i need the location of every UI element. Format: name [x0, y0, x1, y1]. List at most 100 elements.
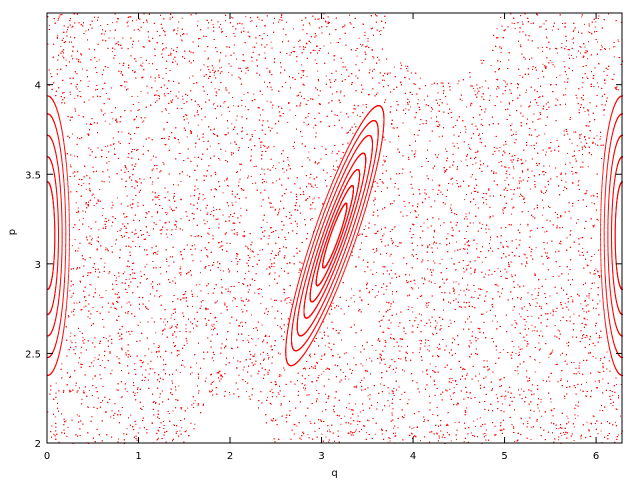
scatter-point — [100, 109, 102, 111]
scatter-point — [72, 227, 74, 228]
scatter-point — [135, 71, 136, 73]
scatter-point — [430, 322, 432, 324]
scatter-point — [243, 27, 245, 29]
scatter-point — [179, 371, 181, 373]
scatter-point — [231, 16, 233, 18]
scatter-point — [109, 123, 111, 125]
scatter-point — [550, 312, 552, 314]
scatter-point — [163, 421, 164, 423]
scatter-point — [614, 46, 616, 48]
scatter-point — [213, 381, 215, 383]
scatter-point — [93, 365, 94, 367]
scatter-point — [143, 145, 144, 147]
scatter-point — [53, 433, 55, 435]
scatter-point — [481, 86, 483, 88]
scatter-point — [264, 52, 266, 54]
scatter-point — [353, 357, 355, 359]
scatter-point — [520, 297, 522, 299]
scatter-point — [218, 223, 220, 225]
scatter-point — [485, 273, 487, 275]
scatter-point — [139, 427, 141, 429]
scatter-point — [455, 281, 457, 283]
scatter-point — [205, 377, 207, 379]
scatter-point — [207, 212, 209, 214]
scatter-point — [175, 60, 177, 62]
scatter-point — [181, 407, 183, 408]
scatter-point — [571, 142, 573, 144]
scatter-point — [299, 105, 301, 107]
scatter-point — [540, 305, 542, 307]
scatter-point — [388, 328, 390, 330]
scatter-point — [389, 440, 391, 442]
scatter-point — [270, 403, 272, 405]
scatter-point — [357, 424, 359, 426]
scatter-point — [116, 197, 118, 199]
scatter-point — [105, 290, 107, 292]
scatter-point — [524, 324, 526, 326]
scatter-point — [247, 246, 249, 248]
scatter-point — [228, 71, 230, 73]
scatter-point — [137, 95, 139, 97]
scatter-point — [101, 215, 103, 217]
scatter-point — [499, 295, 501, 297]
scatter-point — [323, 45, 325, 47]
scatter-point — [428, 345, 430, 347]
scatter-point — [599, 300, 601, 302]
scatter-point — [588, 41, 589, 43]
scatter-point — [619, 415, 621, 417]
scatter-point — [128, 278, 130, 280]
scatter-point — [503, 349, 505, 351]
scatter-point — [254, 353, 256, 355]
scatter-point — [580, 303, 582, 305]
scatter-point — [547, 252, 549, 254]
scatter-point — [197, 124, 199, 126]
scatter-point — [180, 266, 182, 268]
scatter-point — [514, 441, 516, 443]
scatter-point — [530, 23, 532, 24]
scatter-point — [225, 20, 226, 22]
scatter-point — [165, 72, 167, 74]
scatter-point — [404, 370, 405, 372]
scatter-point — [452, 380, 454, 382]
scatter-point — [219, 67, 221, 69]
scatter-point — [344, 353, 345, 355]
scatter-point — [219, 61, 221, 63]
scatter-point — [47, 43, 49, 45]
scatter-point — [418, 352, 420, 354]
scatter-point — [580, 52, 581, 54]
scatter-point — [196, 362, 197, 364]
scatter-point — [567, 273, 569, 275]
scatter-point — [576, 145, 578, 147]
scatter-point — [505, 390, 507, 392]
scatter-point — [454, 292, 456, 294]
scatter-point — [475, 204, 477, 206]
scatter-point — [393, 345, 395, 347]
scatter-point — [69, 290, 71, 292]
scatter-point — [527, 225, 529, 227]
scatter-point — [496, 321, 498, 323]
scatter-point — [401, 172, 403, 174]
scatter-point — [182, 34, 183, 36]
scatter-point — [118, 292, 119, 294]
scatter-point — [134, 363, 136, 365]
scatter-point — [452, 393, 454, 395]
scatter-point — [361, 62, 363, 64]
scatter-point — [427, 419, 429, 421]
scatter-point — [245, 16, 247, 18]
scatter-point — [296, 226, 298, 228]
scatter-point — [160, 273, 162, 275]
scatter-point — [185, 430, 187, 432]
scatter-point — [436, 346, 438, 348]
scatter-point — [502, 209, 504, 210]
scatter-point — [354, 430, 356, 432]
scatter-point — [483, 366, 485, 368]
scatter-point — [420, 440, 421, 442]
scatter-point — [277, 392, 279, 394]
scatter-point — [453, 281, 455, 283]
scatter-point — [307, 434, 309, 436]
scatter-point — [137, 392, 139, 394]
scatter-point — [501, 403, 503, 405]
scatter-point — [583, 310, 585, 312]
scatter-point — [460, 289, 462, 291]
scatter-point — [586, 52, 588, 54]
